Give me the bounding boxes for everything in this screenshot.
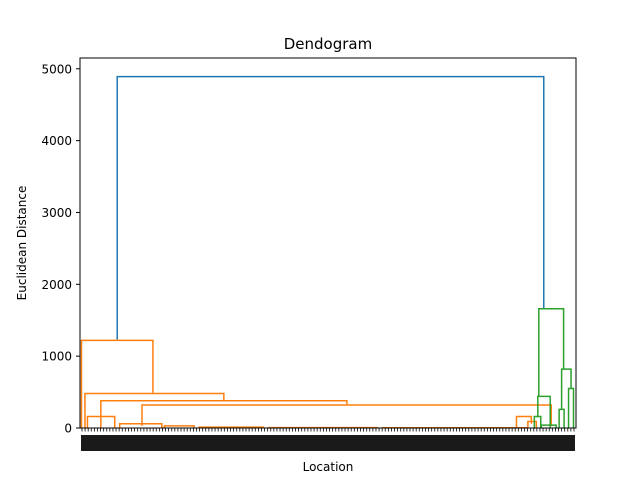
link-c2-e xyxy=(558,408,565,428)
y-tick-label-2000: 2000 xyxy=(41,278,72,292)
y-axis-ticks: 0 1000 2000 3000 4000 5000 xyxy=(41,62,80,436)
link-c1-g xyxy=(163,425,195,428)
link-c2-b xyxy=(537,395,551,428)
leaf-ticks xyxy=(81,428,575,451)
chart-title: Dendogram xyxy=(284,35,372,53)
link-c2-c xyxy=(533,415,542,428)
y-tick-label-5000: 5000 xyxy=(41,62,72,76)
link-c1-k xyxy=(515,415,533,428)
link-c1-f xyxy=(118,422,163,428)
link-c1-e xyxy=(86,415,116,428)
y-axis-label: Euclidean Distance xyxy=(15,186,29,301)
leaf-label-band xyxy=(81,435,575,451)
y-tick-label-1000: 1000 xyxy=(41,350,72,364)
axes-frame xyxy=(79,57,577,429)
link-c2-f xyxy=(567,387,575,428)
y-tick-label-0: 0 xyxy=(64,422,72,436)
leaf-tick-marks xyxy=(81,428,575,432)
link-c1-b xyxy=(84,392,225,428)
link-c1-d xyxy=(141,404,552,426)
link-root xyxy=(116,75,545,340)
link-c2-d xyxy=(560,368,572,410)
link-c2-a xyxy=(538,307,565,397)
link-c1-a xyxy=(80,339,154,428)
y-tick-label-4000: 4000 xyxy=(41,134,72,148)
link-c2-g xyxy=(540,424,557,428)
link-c1-c xyxy=(100,399,348,428)
link-c1-l xyxy=(527,420,538,428)
y-tick-label-3000: 3000 xyxy=(41,206,72,220)
x-axis-label: Location xyxy=(303,460,354,474)
